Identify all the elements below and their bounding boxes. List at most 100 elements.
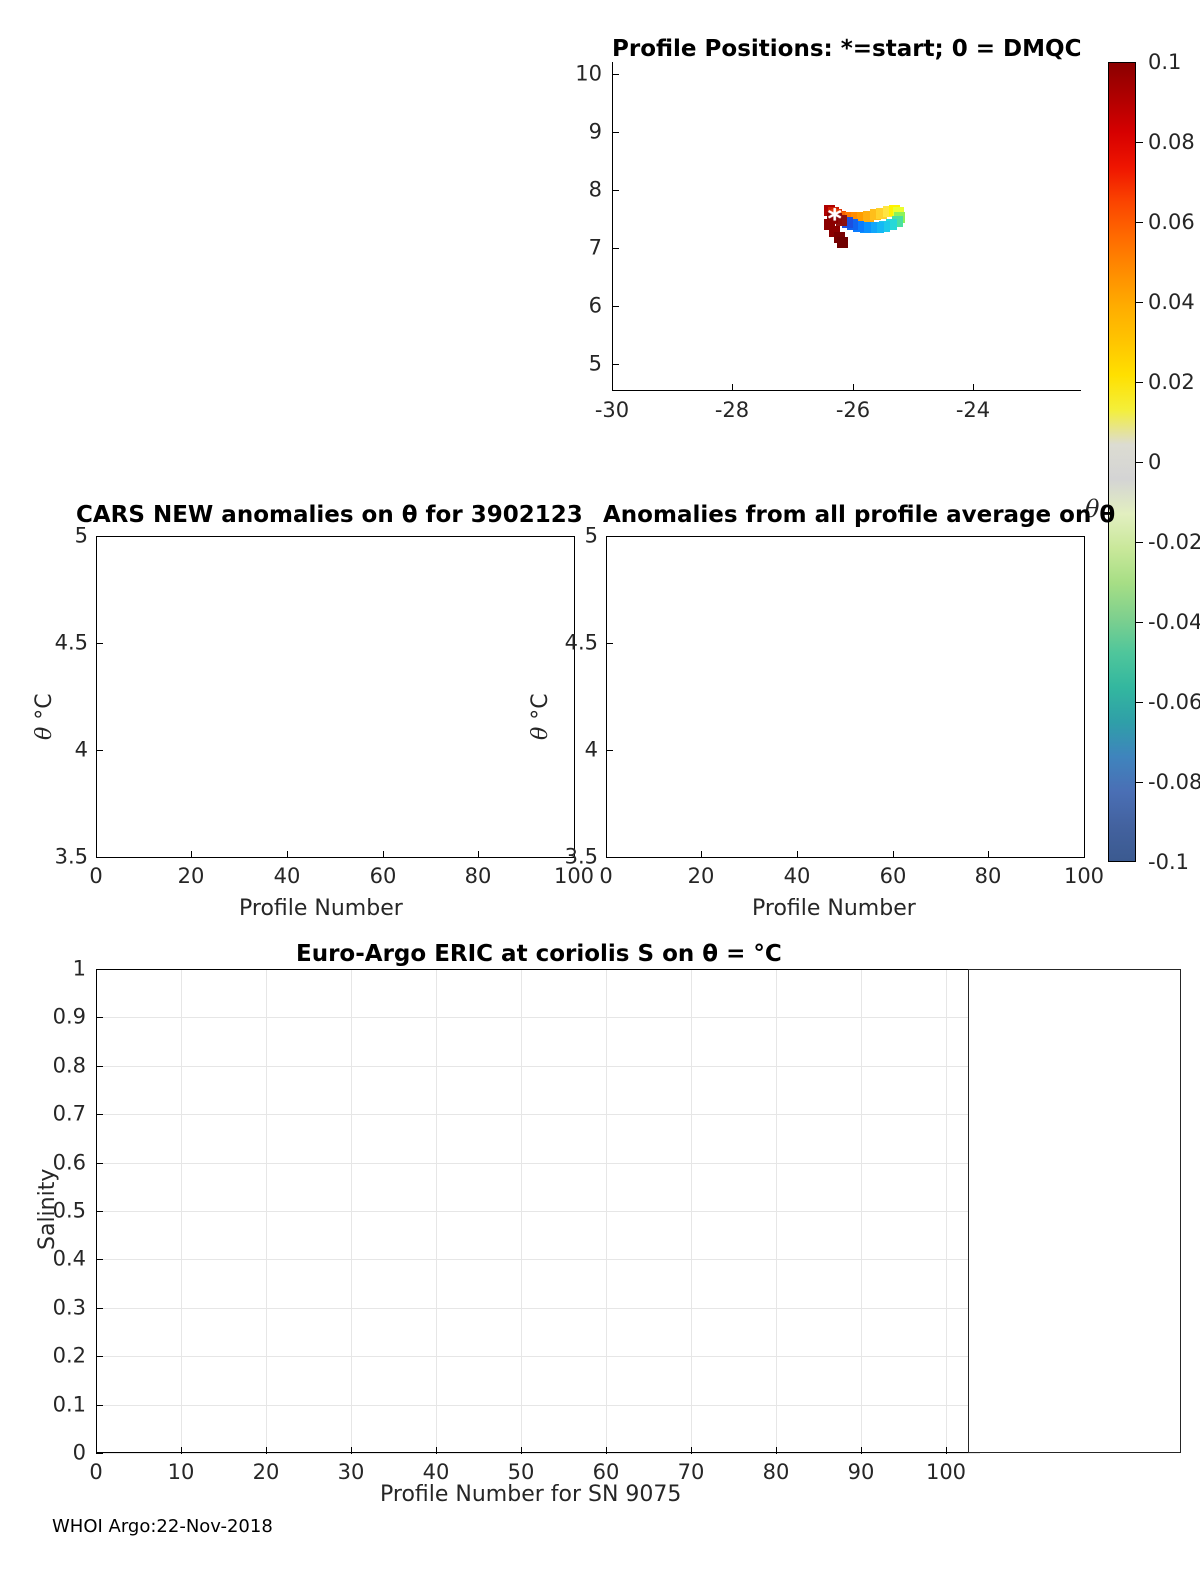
bottom-x-tick (946, 1447, 947, 1454)
figure-footer-text: WHOI Argo:22-Nov-2018 (52, 1516, 273, 1537)
cars-y-ticklabel: 5 (74, 523, 88, 548)
bottom-y-ticklabel: 0.5 (52, 1198, 86, 1223)
profile-position-marker (869, 209, 881, 221)
bottom-x-ticklabel: 40 (422, 1460, 450, 1484)
avg-y-axis-label: θ °C (528, 693, 553, 740)
bottom-y-tick (96, 1163, 103, 1164)
map-y-ticklabel: 5 (588, 351, 602, 376)
gridline-horizontal (96, 1308, 980, 1309)
profile-position-marker (853, 220, 865, 232)
avg-x-ticklabel: 40 (783, 864, 811, 888)
cars-x-ticklabel: 60 (369, 864, 397, 888)
avg-x-tick (893, 851, 894, 858)
avg-x-ticklabel: 0 (599, 864, 613, 888)
cars-x-ticklabel: 0 (89, 864, 103, 888)
colorbar-ticklabel: -0.02 (1148, 530, 1200, 554)
map-y-ticklabel: 8 (588, 177, 602, 202)
map-y-ticklabel: 9 (588, 119, 602, 144)
colorbar-tick (1136, 622, 1143, 623)
avg-x-ticklabel: 20 (687, 864, 715, 888)
bottom-x-tick (351, 1447, 352, 1454)
cars-x-axis-label: Profile Number (239, 896, 403, 921)
gridline-horizontal (96, 1163, 980, 1164)
map-y-tick (612, 132, 619, 133)
bottom-y-tick (96, 969, 103, 970)
cars-y-axis-label: θ °C (32, 693, 57, 740)
cars-top-spine (96, 536, 575, 537)
avg-x-axis-label: Profile Number (752, 896, 916, 921)
bottom-x-ticklabel: 60 (592, 1460, 620, 1484)
bottom-y-ticklabel: 0.6 (52, 1150, 86, 1175)
bottom-x-tick (776, 1447, 777, 1454)
colorbar-tick (1136, 142, 1143, 143)
bottom-y-tick (96, 1259, 103, 1260)
cars-y-tick (96, 536, 103, 537)
cars-y-ticklabel: 4.5 (54, 630, 88, 655)
map-y-ticklabel: 10 (575, 61, 602, 86)
bottom-y-tick (96, 1453, 103, 1454)
colorbar-label: θ (1085, 495, 1100, 523)
colorbar-ticklabel: -0.1 (1148, 850, 1189, 874)
bottom-top-spine (96, 969, 980, 970)
cars-x-axis-line (96, 857, 575, 858)
cars-x-tick (574, 851, 575, 858)
avg-x-tick (701, 851, 702, 858)
profile-position-marker (872, 221, 884, 233)
map-x-ticklabel: -30 (594, 398, 630, 422)
avg-y-tick (606, 857, 613, 858)
gridline-vertical (351, 969, 352, 1453)
bottom-y-ticklabel: 1 (72, 956, 86, 981)
bottom-x-tick (96, 1447, 97, 1454)
gridline-vertical (521, 969, 522, 1453)
profile-position-marker (837, 237, 849, 249)
colorbar-ticklabel: 0.04 (1148, 290, 1195, 314)
colorbar-tick (1136, 462, 1143, 463)
avg-x-ticklabel: 60 (879, 864, 907, 888)
bottom-y-ticklabel: 0.9 (52, 1004, 86, 1029)
colorbar-tick (1136, 222, 1143, 223)
cars-y-axis-line (96, 536, 97, 858)
cars-x-ticklabel: 40 (273, 864, 301, 888)
start-marker-asterisk: * (827, 203, 842, 235)
cars-x-tick (191, 851, 192, 858)
bottom-x-tick (691, 1447, 692, 1454)
avg-x-tick (988, 851, 989, 858)
bottom-x-ticklabel: 80 (762, 1460, 790, 1484)
bottom-y-tick (96, 1405, 103, 1406)
map-x-tick (973, 384, 974, 391)
bottom-x-ticklabel: 50 (507, 1460, 535, 1484)
map-panel-title: Profile Positions: *=start; 0 = DMQC (612, 36, 1082, 62)
colorbar-ticklabel: 0.1 (1148, 50, 1182, 74)
bottom-y-tick (96, 1017, 103, 1018)
bottom-x-ticklabel: 30 (337, 1460, 365, 1484)
map-x-ticklabel: -26 (835, 398, 871, 422)
gridline-vertical (606, 969, 607, 1453)
avg-x-tick (1084, 851, 1085, 858)
cars-x-tick (478, 851, 479, 858)
avg-x-ticklabel: 100 (1063, 864, 1105, 888)
bottom-x-axis-line (96, 1452, 980, 1453)
avg-x-ticklabel: 80 (974, 864, 1002, 888)
bottom-x-ticklabel: 70 (677, 1460, 705, 1484)
avg-x-tick (797, 851, 798, 858)
gridline-vertical (181, 969, 182, 1453)
map-y-tick (612, 248, 619, 249)
bottom-y-ticklabel: 0.2 (52, 1343, 86, 1368)
bottom-x-tick (181, 1447, 182, 1454)
bottom-x-tick (521, 1447, 522, 1454)
bottom-y-ticklabel: 0.1 (52, 1392, 86, 1417)
avg-x-axis-line (606, 857, 1085, 858)
map-x-tick (612, 384, 613, 391)
profile-position-marker (863, 210, 875, 222)
euro-argo-title: Euro-Argo ERIC at coriolis S on θ = °C (296, 941, 782, 967)
bottom-y-ticklabel: 0.7 (52, 1101, 86, 1126)
gridline-horizontal (96, 1114, 980, 1115)
colorbar-ticklabel: 0 (1148, 450, 1162, 474)
bottom-x-tick (436, 1447, 437, 1454)
bottom-panel-legend[interactable] (968, 969, 1181, 1453)
colorbar-ticklabel: -0.08 (1148, 770, 1200, 794)
gridline-vertical (946, 969, 947, 1453)
avg-right-spine (1084, 536, 1085, 858)
avg-top-spine (606, 536, 1085, 537)
map-x-tick (732, 384, 733, 391)
